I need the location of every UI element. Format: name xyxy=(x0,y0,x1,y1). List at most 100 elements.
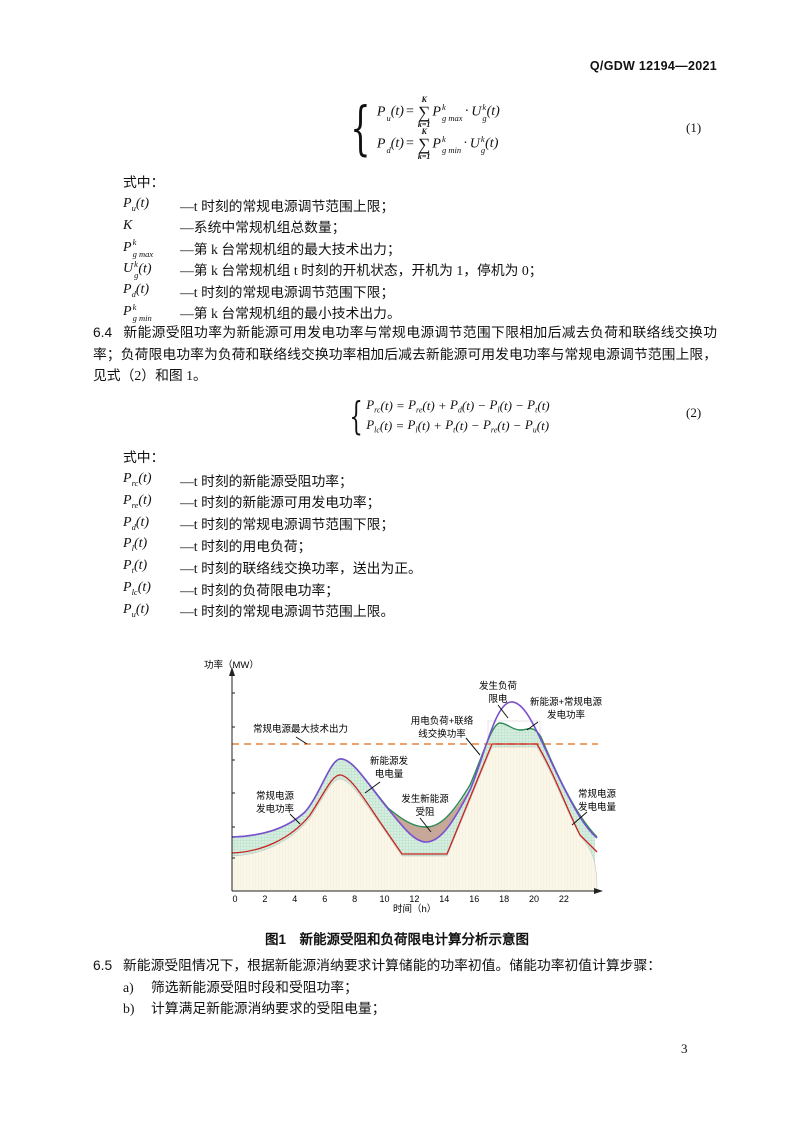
subscript: g xyxy=(482,113,487,123)
x-tick-label: 20 xyxy=(529,894,539,904)
subscript: d xyxy=(457,405,462,415)
definition-text: —t 时刻的常规电源调节范围下限； xyxy=(180,517,395,533)
where-label-1: 式中： xyxy=(123,175,165,190)
subscript: g max xyxy=(441,113,463,123)
symbol: P xyxy=(376,136,386,152)
curtailment-area xyxy=(388,792,468,842)
summation: K ∑ k=1 xyxy=(417,95,431,129)
symbol: P xyxy=(123,514,132,530)
x-tick-label: 10 xyxy=(379,894,389,904)
symbol: P xyxy=(123,304,132,320)
subscript: g xyxy=(480,145,486,155)
step-marker: a) xyxy=(123,980,134,995)
superscript xyxy=(386,103,390,112)
symbol: P xyxy=(123,196,132,212)
subscript: g min xyxy=(132,313,152,323)
symbol: P xyxy=(432,104,441,120)
step-text: 计算满足新能源消纳要求的受阻电量； xyxy=(151,1001,386,1016)
step-a: a) 筛选新能源受阻时段和受阻功率； xyxy=(123,977,358,999)
sum-upper: K xyxy=(421,126,427,136)
annotation-max-output: 常规电源最大技术出力 xyxy=(253,723,348,735)
y-axis-ticks xyxy=(232,692,235,859)
math-symbol: K xyxy=(123,218,132,233)
symbol: P xyxy=(527,397,536,413)
sub-sup: u xyxy=(386,103,390,122)
math-symbol: Pd xyxy=(123,282,136,299)
formula-row: Plc (t) = Pl (t) + Pt (t) − Pre (t) − Pu (t) xyxy=(366,416,549,436)
annotation-load-tie: 用电负荷+联络线交换功率 xyxy=(411,715,474,740)
leader-line xyxy=(364,781,381,794)
definition-symbol: Plc(t) xyxy=(123,580,180,597)
argument: (t) xyxy=(485,136,499,151)
step-b: b) 计算满足新能源消纳要求的受阻电量； xyxy=(123,998,386,1020)
x-tick-label: 18 xyxy=(499,894,509,904)
definition-item: Pu(t) —t 时刻的常规电源调节范围上限。 xyxy=(123,600,394,621)
definition-text: —第 k 台常规机组的最小技术出力。 xyxy=(180,306,401,321)
superscript: k xyxy=(441,133,446,144)
section-6-4: 6.4 新能源受阻功率为新能源可用发电功率与常规电源调节范围下限相加后减去负荷和联… xyxy=(93,322,717,387)
annotation-renewable: 新能源发电电量 xyxy=(370,755,409,780)
subscript: g max xyxy=(132,248,154,259)
definition-symbol: K xyxy=(123,218,180,234)
x-tick-label: 22 xyxy=(559,894,569,904)
argument: (t) xyxy=(390,136,404,151)
document-code: Q/GDW 12194—2021 xyxy=(589,59,717,73)
math-symbol: Pre xyxy=(123,493,138,510)
sum-sign: ∑ xyxy=(418,134,431,154)
section-text: 新能源受阻功率为新能源可用发电功率与常规电源调节范围下限相加后减去负荷和联络线交… xyxy=(93,325,717,384)
leader-line xyxy=(571,811,588,826)
x-tick-label: 8 xyxy=(352,894,357,904)
page-number: 3 xyxy=(681,1041,688,1056)
definition-text: —t 时刻的新能源可用发电功率； xyxy=(180,495,381,511)
argument: (t) xyxy=(135,514,150,530)
symbol: P xyxy=(123,601,132,617)
argument: (t) xyxy=(133,536,148,552)
symbol: P xyxy=(366,417,375,433)
x-tick-label: 16 xyxy=(469,894,479,904)
definition-symbol: Pu(t) xyxy=(123,196,180,213)
symbol: P xyxy=(432,136,441,152)
operator-text: (t) = xyxy=(380,398,409,413)
definition-item: Pt(t) —t 时刻的联络线交换功率，送出为正。 xyxy=(123,556,422,577)
symbol: U xyxy=(469,136,480,152)
step-text: 筛选新能源受阻时段和受阻功率； xyxy=(151,980,358,995)
symbol: K xyxy=(123,218,133,233)
argument: (t) xyxy=(133,558,148,574)
x-tick-label: 0 xyxy=(232,894,237,904)
definition-symbol: Prc(t) xyxy=(123,471,180,488)
operator-text: (t) − xyxy=(497,418,525,433)
argument: (t) xyxy=(137,580,151,596)
leader-line xyxy=(419,817,432,833)
x-tick-label: 2 xyxy=(262,894,267,904)
subscript: lc xyxy=(374,425,380,435)
summation: K ∑ k=1 xyxy=(417,126,431,161)
annotation-conv-power: 常规电源发电功率 xyxy=(256,790,295,815)
sub-sup: d xyxy=(386,136,390,154)
symbol: P xyxy=(123,558,132,574)
leader-line xyxy=(465,737,481,756)
math-symbol: Plc xyxy=(366,417,380,435)
definition-item: Prc(t) —t 时刻的新能源受阻功率； xyxy=(123,469,353,490)
x-tick-label: 6 xyxy=(322,894,327,904)
annotation-conv-energy: 常规电源发电电量 xyxy=(578,788,617,813)
definition-symbol: Pd(t) xyxy=(123,515,180,532)
definition-item: Pd(t) —t 时刻的常规电源调节范围下限； xyxy=(123,513,394,534)
definition-symbol: Pt(t) xyxy=(123,558,180,575)
argument: (t) xyxy=(390,104,404,119)
definition-text: —第 k 台常规机组 t 时刻的开机状态，开机为 1，停机为 0； xyxy=(180,263,543,278)
symbol: U xyxy=(471,104,482,120)
dot: · xyxy=(463,136,468,151)
argument: (t) xyxy=(138,261,152,277)
sum-lower: k=1 xyxy=(417,151,431,161)
superscript: k xyxy=(480,133,485,144)
argument: (t) xyxy=(135,601,150,617)
sum-lower: k=1 xyxy=(417,119,431,129)
leader-line xyxy=(497,704,509,719)
section-number: 6.4 xyxy=(93,325,113,340)
brace: { xyxy=(349,394,363,438)
